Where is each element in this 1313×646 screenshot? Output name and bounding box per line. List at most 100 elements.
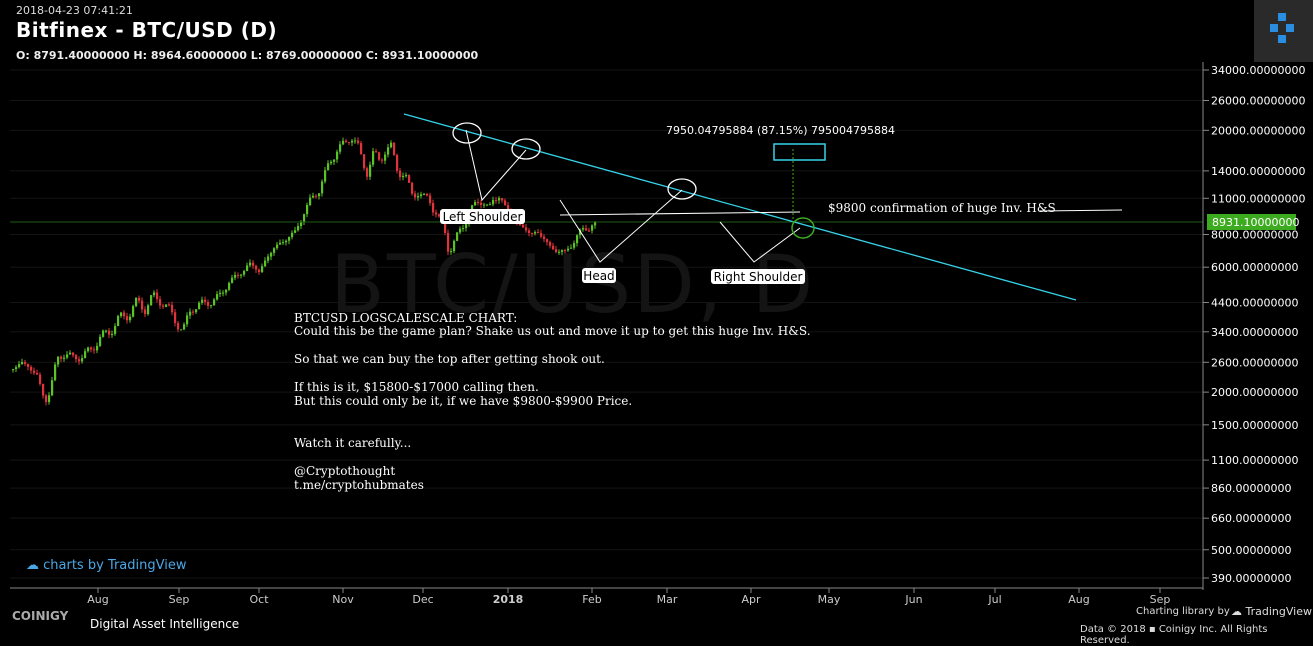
candle-body [108, 330, 111, 335]
left-shoulder-label-box [440, 209, 525, 224]
candle-body [162, 305, 165, 307]
candle-body [351, 140, 354, 143]
x-tick-label: Oct [249, 593, 269, 606]
candle-body [282, 242, 285, 244]
candle-body [507, 205, 510, 212]
y-tick-label: 14000.00000000 [1211, 165, 1305, 178]
candle-body [240, 274, 243, 276]
candle-body [21, 362, 24, 365]
candle-body [537, 232, 540, 234]
candle-body [354, 140, 357, 142]
tradingview-brand[interactable]: ☁ TradingView [1231, 605, 1312, 618]
candle-body [198, 302, 201, 310]
candle-body [330, 161, 333, 164]
pattern-circle [452, 122, 482, 144]
candle-body [333, 159, 336, 162]
candle-body [48, 395, 51, 402]
y-tick-label: 11000.00000000 [1211, 192, 1305, 205]
candle-body [255, 265, 258, 270]
x-tick-label: Aug [87, 593, 108, 606]
candle-body [363, 154, 366, 169]
cloud-icon: ☁ [1231, 605, 1242, 618]
candle-body [171, 304, 174, 313]
candle-body [30, 366, 33, 371]
candle-body [183, 324, 186, 330]
candle-body [249, 262, 252, 266]
y-tick-label: 26000.00000000 [1211, 95, 1305, 108]
note-line: Could this be the game plan? Shake us ou… [294, 324, 811, 338]
candle-body [276, 244, 279, 249]
candle-body [444, 222, 447, 233]
chart-title: Bitfinex - BTC/USD (D) [16, 18, 278, 42]
candle-body [543, 236, 546, 240]
target-box [773, 143, 826, 161]
time-axis: Aug Sep Oct Nov Dec 2018 Feb Mar Apr May Jun Jul Aug… [87, 588, 1170, 606]
candle-body [549, 242, 552, 246]
candle-body [390, 142, 393, 148]
candle-body [429, 195, 432, 204]
candle-body [144, 309, 147, 315]
candle-body [564, 250, 567, 252]
candle-body [135, 297, 138, 307]
x-tick-label: 2018 [493, 593, 524, 606]
candle-body [57, 356, 60, 365]
candle-body [231, 277, 234, 283]
candle-body [129, 316, 132, 321]
x-tick-label: Jul [987, 593, 1001, 606]
candle-body [303, 214, 306, 222]
x-tick-label: Jun [904, 593, 922, 606]
candle-body [573, 243, 576, 248]
candle-body [591, 225, 594, 231]
candle-body [360, 143, 363, 155]
candle-body [309, 197, 312, 205]
candle-body [189, 311, 192, 316]
candle-body [474, 202, 477, 206]
candle-body [372, 151, 375, 165]
candle-body [312, 195, 315, 198]
candle-body [39, 374, 42, 384]
candle-body [291, 232, 294, 238]
candle-body [210, 305, 213, 307]
candle-body [432, 203, 435, 213]
candle-body [417, 195, 420, 198]
candle-body [99, 336, 102, 346]
candle-body [12, 369, 15, 371]
coinigy-tagline: Digital Asset Intelligence [90, 617, 240, 631]
candle-body [195, 309, 198, 313]
right-shoulder-label-box [711, 269, 805, 284]
candle-body [342, 140, 345, 145]
candle-body [243, 271, 246, 275]
trendline [403, 113, 1077, 301]
candle-body [36, 372, 39, 375]
candle-body [465, 224, 468, 229]
candle-body [579, 229, 582, 236]
candle-body [492, 200, 495, 205]
candle-body [90, 347, 93, 350]
candle-body [111, 333, 114, 335]
candle-body [327, 163, 330, 171]
tradingview-link[interactable]: ☁ charts by TradingView [26, 558, 187, 573]
candle-body [141, 300, 144, 310]
candle-body [156, 292, 159, 300]
candle-body [438, 214, 441, 217]
pattern-circle [511, 138, 541, 160]
candle-body [570, 247, 573, 249]
candle-body [252, 262, 255, 266]
candle-body [222, 292, 225, 294]
x-tick-label: Sep [169, 593, 190, 606]
candle-body [459, 228, 462, 233]
candle-body [123, 312, 126, 317]
y-tick-label: 660.00000000 [1211, 512, 1291, 525]
app-logo[interactable] [1254, 0, 1313, 62]
y-tick-label: 6000.00000000 [1211, 261, 1298, 274]
candle-body [96, 345, 99, 351]
candle-body [132, 306, 135, 317]
candle-body [27, 363, 30, 367]
left-shoulder-line [465, 129, 527, 202]
head-label-box [582, 268, 616, 283]
candle-body [318, 193, 321, 197]
x-tick-label: Dec [412, 593, 433, 606]
candle-body [504, 200, 507, 206]
candle-body [234, 274, 237, 278]
